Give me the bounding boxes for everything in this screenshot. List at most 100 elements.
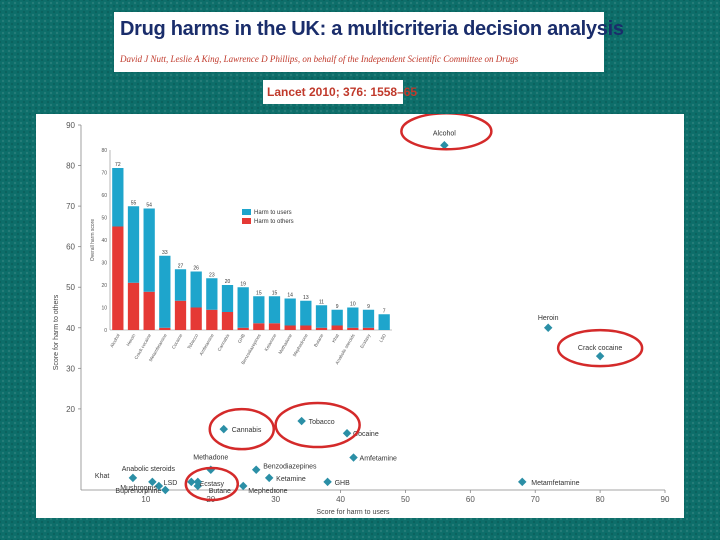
point-label: Cocaine [353,431,379,438]
x-axis-label: Score for harm to users [316,509,390,516]
marker-alcohol [440,141,449,150]
y-tick-label: 90 [66,121,75,130]
inset-y-tick-label: 50 [101,216,107,222]
bar-harm-to-others [127,282,140,330]
inset-category-label: Cannabis [217,332,231,352]
bar-total-label: 72 [115,162,121,168]
inset-category-label: Cocaine [171,333,184,350]
point-label: Tobacco [309,419,335,426]
inset-category-label: Alcohol [109,333,121,348]
bar-harm-to-users [112,168,124,227]
bar-total-label: 23 [209,272,215,278]
bar-total-label: 20 [225,279,231,285]
bar-harm-to-others [190,307,202,330]
bar-total-label: 14 [287,293,293,299]
inset-category-label: Tobacco [186,333,199,350]
marker-cocaine [342,428,352,438]
bar-harm-to-users [253,296,265,324]
marker-benzodiazepines [251,465,261,474]
bar-total-label: 13 [303,295,309,301]
inset-y-tick-label: 80 [101,148,107,154]
marker-amfetamine [349,453,358,462]
bar-total-label: 27 [178,263,184,269]
bar-total-label: 11 [319,299,324,305]
marker-crack-cocaine [595,351,605,361]
bar-harm-to-users [221,285,234,312]
marker-mephedrone [238,481,248,491]
marker-anabolic-steroids [148,477,157,487]
highlight-circle [208,407,276,451]
bar-total-label: 26 [193,266,199,272]
bar-harm-to-users [284,298,296,326]
inset-category-label: LSD [378,332,387,343]
bar-total-label: 33 [162,250,168,256]
bar-harm-to-others [237,327,249,330]
bar-total-label: 10 [350,302,356,308]
point-label: Buprenorphine [115,488,161,495]
marker-khat [128,473,138,483]
bar-harm-to-others [159,327,171,330]
x-tick-label: 40 [336,495,345,504]
x-tick-label: 60 [466,495,475,504]
legend-label-others: Harm to others [254,219,294,225]
chart-panel: 20 30 40 50 60 70 80 90 10 20 30 40 50 60 70 80 90 Score … [36,112,684,518]
x-tick-label: 90 [661,495,670,504]
y-tick-label: 80 [66,162,75,171]
point-label: Cannabis [232,427,262,434]
bar-harm-to-users [300,300,312,326]
legend-swatch-others [242,218,251,224]
inset-category-label: GHB [237,333,246,344]
y-axis-label: Score for harm to others [53,294,60,370]
inset-category-label: Ecstasy [359,332,372,349]
highlight-circle [274,401,361,449]
y-tick-label: 30 [66,364,75,373]
inset-y-tick-label: 10 [101,306,107,312]
inset-y-tick-label: 0 [104,328,107,334]
point-label: Butane [209,488,231,495]
marker-metamfetamine [518,477,527,487]
legend-swatch-users [242,209,251,215]
bar-harm-to-others [174,300,187,330]
y-tick-label: 40 [66,324,75,333]
bar-harm-to-users [331,309,343,326]
inset-y-axis-label: Overall harm score [90,219,96,261]
inset-y-tick-label: 60 [101,193,107,199]
bar-harm-to-others [362,327,375,330]
inset-category-label: Heroin [125,333,136,347]
point-label: Khat [95,473,109,480]
x-tick-label: 70 [531,495,540,504]
marker-ketamine [264,473,274,483]
title-box: Drug harms in the UK: a multicriteria de… [114,12,624,72]
point-label: Alcohol [433,130,456,137]
highlight-circle [184,466,240,502]
bar-harm-to-users [190,271,202,308]
citation: Lancet 2010; 376: 1558–65 [267,85,418,99]
marker-lsd [187,477,196,487]
bar-total-label: 15 [256,290,262,296]
bar-harm-to-others [284,325,296,330]
bar-harm-to-others [347,327,359,330]
inset-category-label: Ketamine [264,333,278,352]
y-tick-label: 60 [66,243,75,252]
bar-harm-to-users [237,287,249,328]
legend-label-users: Harm to users [254,210,292,216]
bar-harm-to-others [112,226,124,330]
bar-harm-to-others [300,325,312,330]
paper-title: Drug harms in the UK: a multicriteria de… [120,18,624,40]
bar-harm-to-others [315,327,328,330]
inset-y-tick-label: 20 [101,283,107,289]
bar-harm-to-users [362,309,375,328]
point-label: Methadone [193,455,228,462]
bar-harm-to-others [221,312,234,330]
y-tick-label: 20 [66,405,75,414]
bar-harm-to-users [174,269,187,301]
marker-tobacco [297,416,306,426]
bar-harm-to-users [206,278,218,310]
marker-ghb [323,477,332,487]
point-label: LSD [164,480,178,487]
marker-buprenorphine [161,485,170,495]
bar-total-label: 19 [240,281,246,287]
bar-total-label: 55 [131,200,137,206]
point-label: Metamfetamine [531,480,579,487]
